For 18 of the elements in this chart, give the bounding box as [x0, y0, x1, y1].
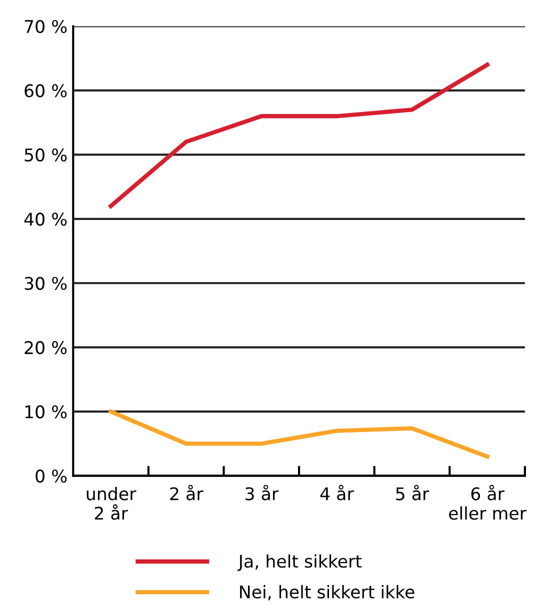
y-tick-label: 0 % [36, 470, 67, 483]
y-tick-label: 40 % [24, 212, 67, 226]
y-tick-label: 60 % [24, 84, 67, 98]
legend-label: Ja, helt sikkert [237, 554, 362, 572]
y-tick-label: 10 % [25, 405, 67, 418]
x-tick-label: 3 år [246, 484, 279, 500]
y-tick-label: 30 % [24, 276, 67, 290]
x-tick-label: 4 år [320, 484, 354, 500]
legend-label: Nei, helt sikkert ikke [240, 585, 414, 600]
x-tick-label: under 2 år [86, 486, 136, 520]
y-tick-label: 70 % [24, 20, 67, 34]
x-tick-label: 2 år [170, 484, 204, 500]
y-tick-label: 20 % [24, 341, 67, 354]
line-series [108, 62, 490, 208]
line-series [108, 409, 490, 459]
y-tick-label: 50 % [24, 148, 67, 162]
x-tick-label: 5 år [396, 484, 430, 500]
x-tick-label: 6 år eller mer [449, 484, 526, 520]
